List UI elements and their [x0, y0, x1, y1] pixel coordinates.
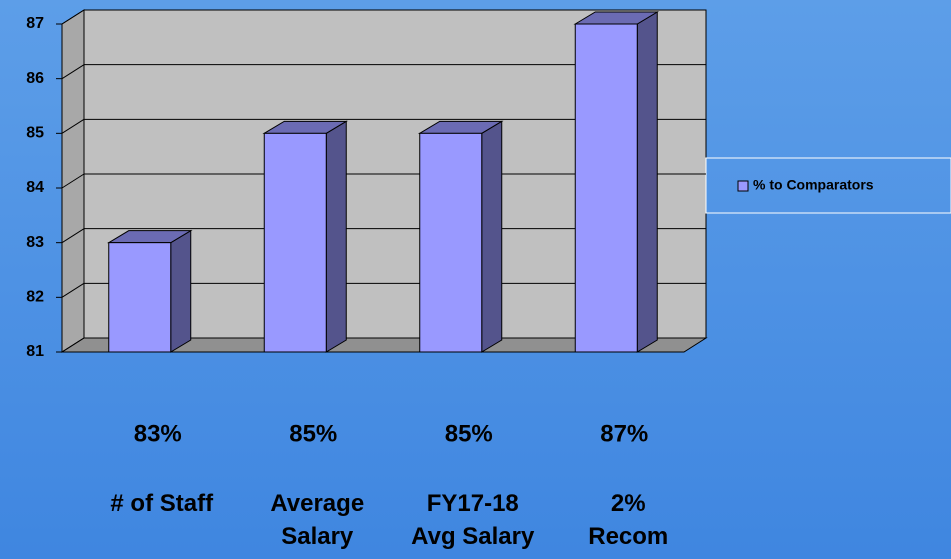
value-label: 85% [445, 420, 493, 447]
grid-line [61, 118, 85, 134]
grid-line [61, 337, 85, 353]
bar [108, 242, 172, 353]
grid-line [61, 173, 85, 189]
y-tick-label: 82 [26, 289, 44, 306]
x-tick-label: 2% Recom [588, 490, 668, 550]
x-tick-label: FY17-18 Avg Salary [411, 490, 535, 550]
grid-line [61, 64, 85, 80]
legend-swatch [737, 180, 749, 192]
y-tick-label: 81 [26, 343, 44, 360]
value-label: 87% [600, 420, 648, 447]
y-tick-label: 86 [26, 70, 44, 87]
bar [574, 23, 638, 353]
y-tick-label: 83 [26, 234, 44, 251]
grid-line [61, 9, 85, 25]
legend [705, 157, 951, 214]
bar-side [481, 120, 503, 353]
y-tick-label: 87 [26, 15, 44, 32]
y-tick-label: 85 [26, 125, 44, 142]
x-tick-label: # of Staff [110, 490, 214, 517]
bar [263, 132, 327, 353]
bar-side [170, 229, 192, 353]
value-label: 83% [134, 420, 182, 447]
bar-side [325, 120, 347, 353]
y-tick-label: 84 [26, 179, 44, 196]
x-tick-label: Average Salary [270, 490, 364, 550]
legend-label: % to Comparators [753, 177, 874, 193]
grid-line [61, 282, 85, 298]
bar-side [636, 11, 658, 353]
bar [419, 132, 483, 353]
grid-line [61, 228, 85, 244]
value-label: 85% [289, 420, 337, 447]
